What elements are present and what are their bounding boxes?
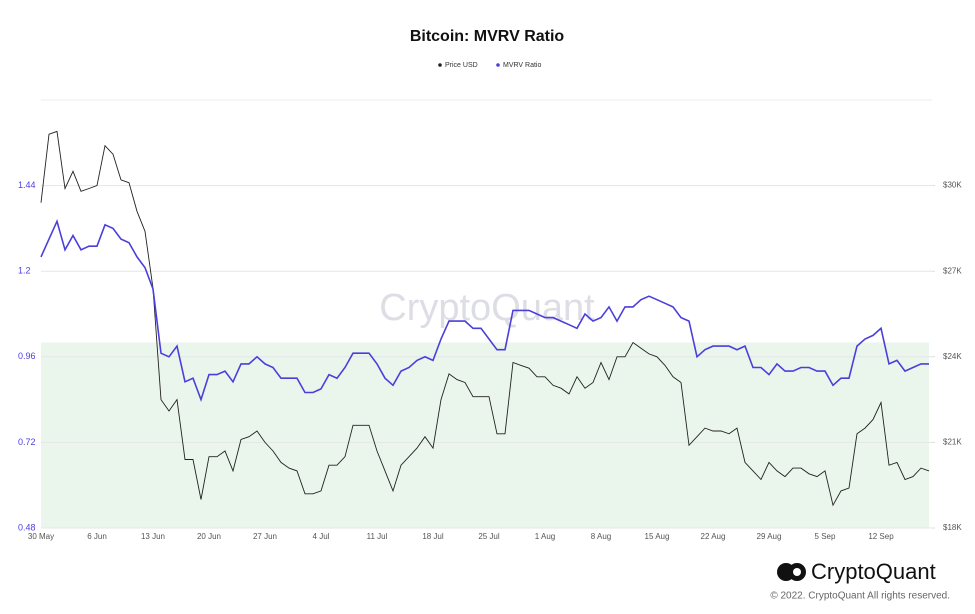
watermark: CryptoQuant [379,287,595,329]
y-tick-label: 1.2 [18,266,31,276]
x-tick-label: 22 Aug [701,532,726,541]
shaded-range [41,342,929,528]
series-line [40,130,930,507]
logo-mark [793,568,801,576]
x-tick-label: 18 Jul [422,532,444,541]
x-tick-label: 8 Aug [591,532,611,541]
y2-tick-label: $27K [943,266,962,275]
legend-marker [438,63,442,67]
x-tick-label: 6 Jun [87,532,107,541]
legend-label: MVRV Ratio [503,62,541,69]
x-tick-label: 20 Jun [197,532,221,541]
x-tick-label: 30 May [28,532,54,541]
legend-marker [496,63,500,67]
y-tick-label: 0.48 [18,522,36,532]
x-tick-label: 27 Jun [253,532,277,541]
x-tick-label: 12 Sep [868,532,894,541]
x-tick-label: 29 Aug [757,532,782,541]
y2-tick-label: $21K [943,438,962,447]
x-tick-label: 1 Aug [535,532,555,541]
legend-label: Price USD [445,62,478,69]
x-tick-label: 15 Aug [645,532,670,541]
x-tick-label: 11 Jul [367,532,388,541]
x-tick-label: 13 Jun [141,532,165,541]
y-tick-label: 0.72 [18,437,36,447]
y-tick-label: 1.44 [18,180,36,190]
y2-tick-label: $18K [943,523,962,532]
brand-logo [777,563,806,581]
x-tick-label: 5 Sep [815,532,836,541]
x-tick-label: 25 Jul [478,532,500,541]
series-line [40,218,929,403]
y-tick-label: 0.96 [18,351,36,361]
brand: CryptoQuant [811,559,936,584]
plot [41,99,935,529]
x-tick-label: 4 Jul [313,532,330,541]
copyright: © 2022. CryptoQuant All rights reserved. [770,591,950,602]
chart-title: Bitcoin: MVRV Ratio [410,28,565,45]
y2-tick-label: $24K [943,352,962,361]
y2-tick-label: $30K [943,181,962,190]
